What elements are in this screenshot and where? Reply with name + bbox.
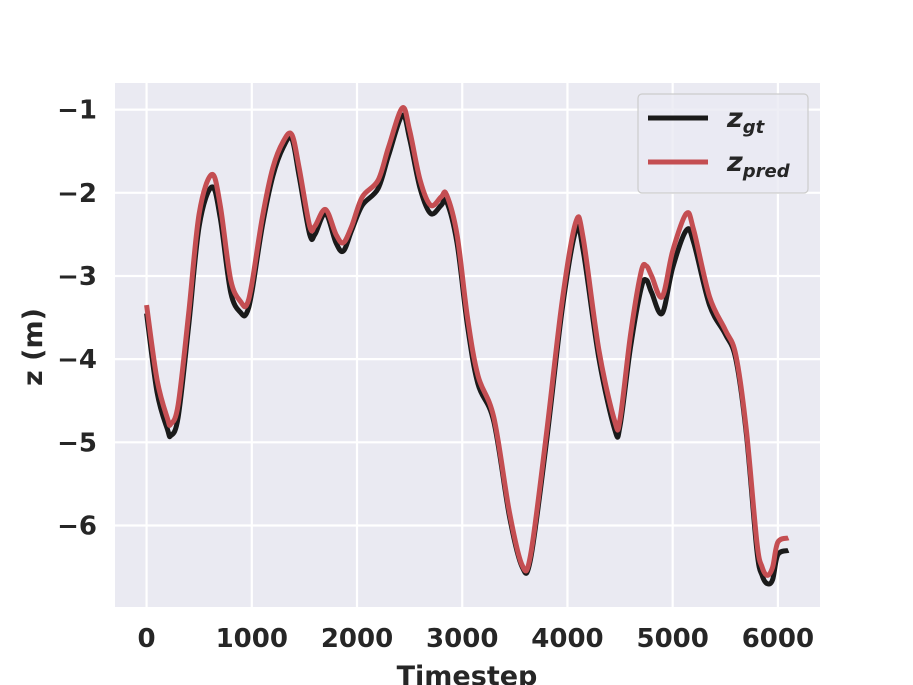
- y-tick-label: −5: [57, 428, 97, 458]
- y-tick-label: −4: [57, 345, 97, 375]
- y-axis-title: z (m): [18, 308, 49, 386]
- x-tick-label: 5000: [636, 624, 708, 654]
- x-tick-label: 0: [138, 624, 156, 654]
- legend-label-z_pred: zpred: [726, 147, 791, 182]
- y-tick-label: −2: [57, 179, 97, 209]
- y-tick-label: −3: [57, 262, 97, 292]
- series-line-z_pred: [144, 105, 790, 578]
- x-tick-label: 3000: [426, 624, 498, 654]
- x-tick-label: 6000: [742, 624, 814, 654]
- x-axis-title: Timestep: [397, 661, 538, 685]
- series-lines: [144, 105, 790, 587]
- y-tick-label: −6: [57, 511, 97, 541]
- y-tick-label: −1: [57, 96, 97, 126]
- y-axis-tick-labels: −1 −2 −3 −4 −5 −6: [57, 96, 97, 542]
- legend: zgt zpred: [637, 93, 809, 194]
- x-tick-label: 4000: [531, 624, 603, 654]
- x-tick-label: 1000: [216, 624, 288, 654]
- legend-label-z_gt: zgt: [726, 103, 766, 138]
- x-axis-tick-labels: 0 1000 2000 3000 4000 5000 6000: [138, 624, 815, 654]
- x-tick-label: 2000: [321, 624, 393, 654]
